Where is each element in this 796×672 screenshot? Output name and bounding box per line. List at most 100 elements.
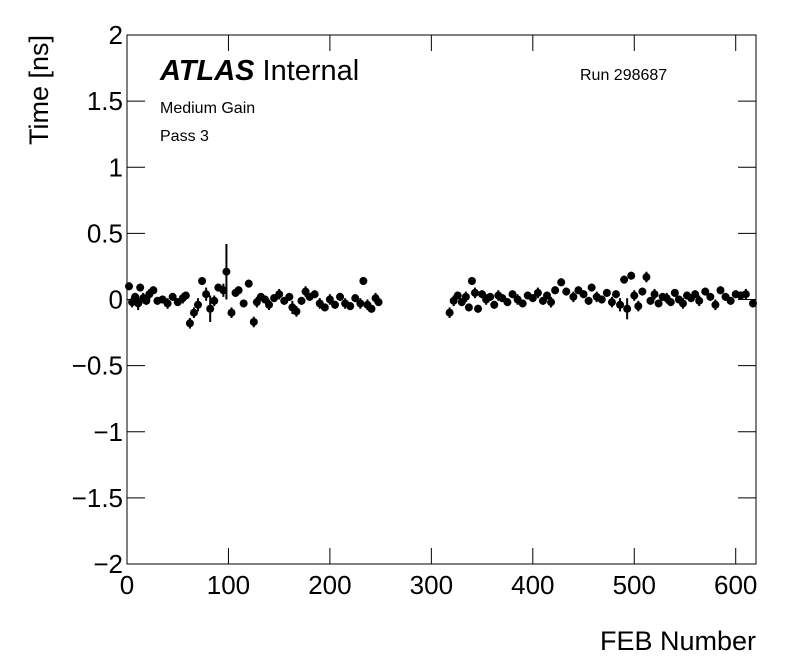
- data-point: [470, 288, 479, 297]
- data-point: [249, 317, 258, 326]
- data-point: [285, 292, 294, 301]
- x-tick-label: 0: [120, 570, 134, 600]
- data-point: [461, 292, 470, 301]
- y-tick-label: 1.5: [87, 86, 123, 116]
- data-point: [623, 304, 632, 313]
- data-point: [670, 288, 679, 297]
- data-point: [210, 296, 219, 305]
- data-point: [163, 299, 172, 308]
- data-point: [716, 286, 725, 295]
- data-point: [508, 290, 517, 299]
- data-point: [136, 283, 145, 292]
- y-tick-label: −0.5: [72, 351, 123, 381]
- data-point: [336, 292, 345, 301]
- data-point: [642, 273, 651, 282]
- data-point: [579, 290, 588, 299]
- data-point: [464, 303, 473, 312]
- atlas-suffix: Internal: [263, 55, 360, 87]
- data-point: [607, 298, 616, 307]
- data-point: [748, 299, 757, 308]
- data-point: [620, 275, 629, 284]
- data-point: [359, 276, 368, 285]
- data-point: [297, 296, 306, 305]
- data-point: [726, 296, 735, 305]
- data-point: [584, 296, 593, 305]
- data-point: [134, 299, 143, 308]
- data-point: [627, 271, 636, 280]
- data-point: [325, 295, 334, 304]
- y-tick-label: 2: [109, 20, 123, 50]
- data-point: [630, 291, 639, 300]
- data-point: [351, 294, 360, 303]
- x-tick-label: 300: [410, 570, 453, 600]
- data-point: [131, 292, 140, 301]
- data-point: [654, 299, 663, 308]
- data-point: [741, 290, 750, 299]
- x-tick-label: 500: [613, 570, 656, 600]
- data-point: [678, 299, 687, 308]
- data-point: [149, 286, 158, 295]
- data-point: [691, 290, 700, 299]
- data-point: [310, 290, 319, 299]
- data-point: [194, 300, 203, 309]
- data-point: [206, 304, 215, 313]
- y-tick-label: −2: [93, 549, 123, 579]
- atlas-title: ATLAS: [159, 55, 255, 87]
- data-point: [597, 295, 606, 304]
- data-point: [543, 291, 552, 300]
- data-point: [275, 290, 284, 299]
- data-point: [367, 304, 376, 313]
- y-tick-label: 0: [109, 285, 123, 315]
- data-point: [222, 267, 231, 276]
- data-point: [356, 299, 365, 308]
- y-axis-label: Time [ns]: [24, 35, 54, 145]
- y-tick-label: 1: [109, 152, 123, 182]
- data-point: [611, 290, 620, 299]
- annotation: Medium Gain: [160, 100, 255, 117]
- atlas-label: ATLAS Internal: [159, 55, 359, 87]
- y-tick-label: −1: [93, 417, 123, 447]
- data-point: [695, 296, 704, 305]
- data-point: [646, 296, 655, 305]
- annotation: Pass 3: [160, 128, 209, 145]
- data-point: [374, 298, 383, 307]
- data-point: [244, 279, 253, 288]
- data-point: [518, 299, 527, 308]
- data-point: [202, 290, 211, 299]
- data-point: [650, 290, 659, 299]
- data-point: [701, 287, 710, 296]
- data-point: [219, 286, 228, 295]
- data-point: [125, 282, 134, 291]
- data-point: [239, 299, 248, 308]
- data-point: [503, 298, 512, 307]
- data-point: [234, 286, 243, 295]
- data-point: [587, 283, 596, 292]
- data-point: [142, 296, 151, 305]
- data-point: [330, 300, 339, 309]
- run-label: Run 298687: [580, 67, 667, 84]
- data-point: [666, 298, 675, 307]
- x-tick-label: 200: [308, 570, 351, 600]
- data-point: [346, 302, 355, 311]
- data-point: [634, 302, 643, 311]
- data-point: [562, 287, 571, 296]
- data-point: [227, 308, 236, 317]
- data-point: [711, 300, 720, 309]
- data-point: [490, 300, 499, 309]
- data-point: [616, 300, 625, 309]
- x-tick-label: 400: [511, 570, 554, 600]
- data-point: [551, 286, 560, 295]
- y-tick-label: −1.5: [72, 483, 123, 513]
- data-point: [638, 287, 647, 296]
- data-point: [168, 292, 177, 301]
- data-point: [453, 291, 462, 300]
- data-point: [181, 291, 190, 300]
- x-axis-label: FEB Number: [600, 626, 756, 656]
- data-point: [474, 304, 483, 313]
- data-point: [602, 288, 611, 297]
- data-point: [528, 294, 537, 303]
- data-point: [467, 276, 476, 285]
- data-point: [557, 278, 566, 287]
